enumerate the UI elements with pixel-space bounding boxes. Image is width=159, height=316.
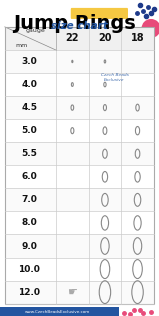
Text: 22: 22 xyxy=(66,33,79,43)
Text: 7.0: 7.0 xyxy=(21,195,37,204)
Text: 20: 20 xyxy=(98,33,112,43)
Text: 4.5: 4.5 xyxy=(21,103,37,112)
Text: 4.0: 4.0 xyxy=(21,80,37,89)
Bar xyxy=(5,96,154,119)
Text: gauge: gauge xyxy=(26,28,46,33)
Text: Czech Beads
Exclusive: Czech Beads Exclusive xyxy=(100,73,128,82)
Text: 12.0: 12.0 xyxy=(18,288,40,297)
Bar xyxy=(0,307,119,316)
Bar xyxy=(5,234,154,258)
Text: Jump Rings: Jump Rings xyxy=(13,14,135,33)
Text: 18: 18 xyxy=(131,33,144,43)
Text: 10.0: 10.0 xyxy=(18,264,40,274)
Text: 9.0: 9.0 xyxy=(21,241,37,251)
Text: www.CzechBeadsExclusive.com: www.CzechBeadsExclusive.com xyxy=(24,310,90,313)
Text: ☛: ☛ xyxy=(67,287,77,297)
Bar xyxy=(5,142,154,165)
Ellipse shape xyxy=(142,19,159,38)
Text: 5.5: 5.5 xyxy=(21,149,37,158)
Text: 6.0: 6.0 xyxy=(21,172,37,181)
Bar xyxy=(5,188,154,211)
Text: 8.0: 8.0 xyxy=(21,218,37,228)
Text: mm: mm xyxy=(15,43,28,48)
Text: size chart: size chart xyxy=(51,21,108,31)
Bar xyxy=(5,27,154,304)
FancyBboxPatch shape xyxy=(71,8,128,19)
Text: 3.0: 3.0 xyxy=(21,57,37,66)
Bar xyxy=(5,27,154,50)
Text: 5.0: 5.0 xyxy=(21,126,37,135)
Bar xyxy=(5,281,154,304)
Bar xyxy=(5,50,154,73)
